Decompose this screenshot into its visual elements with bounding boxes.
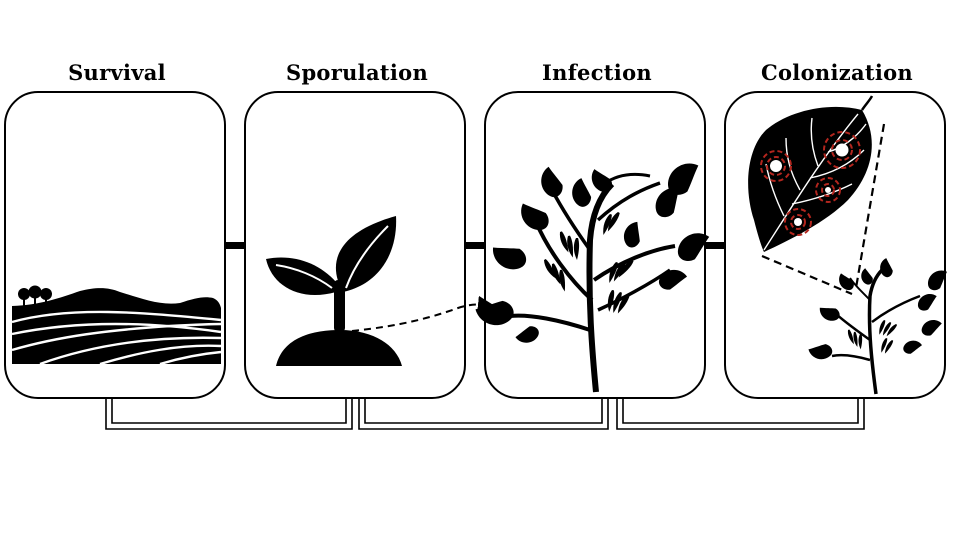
stage-title-infection: Infection <box>542 60 652 85</box>
cycle-loop-3 <box>616 399 865 430</box>
landscape-fields-icon <box>11 285 222 366</box>
cycle-loop-2 <box>358 399 609 430</box>
bean-plant-icon <box>472 159 713 393</box>
connector-bar-3 <box>706 242 726 249</box>
small-bean-plant-icon <box>806 257 952 395</box>
stage-title-survival: Survival <box>68 60 166 85</box>
infected-leaf-icon <box>748 95 874 252</box>
seedling-icon <box>266 216 402 366</box>
stage-title-colonization: Colonization <box>760 60 914 85</box>
zoom-lines <box>761 123 886 296</box>
dispersal-arrow <box>351 295 494 332</box>
cycle-loop-1 <box>105 399 353 430</box>
connector-bar-2 <box>466 242 486 249</box>
stage-title-sporulation: Sporulation <box>285 60 429 85</box>
connector-bar-1 <box>226 242 246 249</box>
